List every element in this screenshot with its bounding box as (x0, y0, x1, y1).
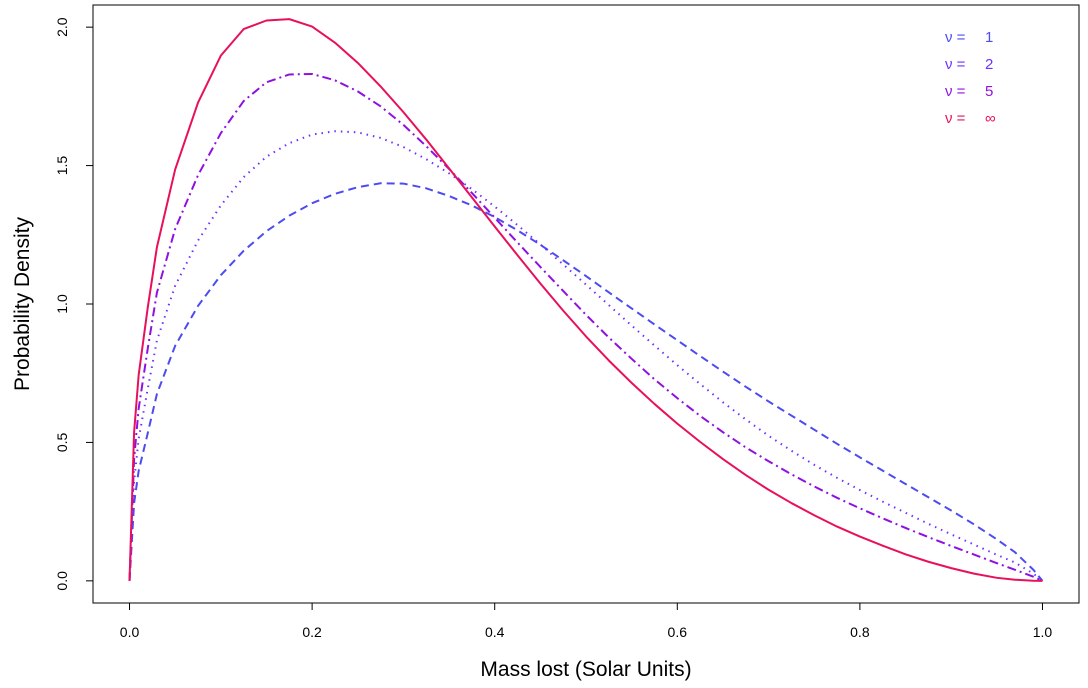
series-layer (128, 18, 1044, 582)
x-tick-label: 0.6 (668, 624, 688, 640)
legend: ν = 1 ν = 2 ν = 5 ν = ∞ (945, 29, 996, 127)
x-axis-title: Mass lost (Solar Units) (480, 658, 691, 681)
legend-label-prefix: ν = (945, 83, 966, 100)
y-tick-label: 2.0 (54, 17, 70, 37)
legend-entry-3: ν = 5 (945, 83, 993, 100)
y-tick-label: 0.0 (54, 571, 70, 591)
y-tick-label: 0.5 (54, 432, 70, 452)
legend-entry-4: ν = ∞ (945, 110, 996, 127)
legend-entry-1: ν = 1 (945, 29, 993, 46)
legend-label-prefix: ν = (945, 56, 966, 73)
x-tick-label: 0.0 (120, 624, 140, 640)
series-line-1 (128, 182, 1044, 582)
legend-label-value: ∞ (985, 110, 996, 127)
x-axis: 0.0 0.2 0.4 0.6 0.8 1.0 (120, 602, 1053, 640)
series-line-3 (128, 72, 1043, 582)
legend-label-value: 1 (985, 29, 993, 46)
y-tick-label: 1.5 (54, 156, 70, 176)
x-tick-label: 1.0 (1033, 624, 1053, 640)
x-tick-label: 0.4 (485, 624, 505, 640)
legend-label-prefix: ν = (945, 29, 966, 46)
series-line-4 (128, 18, 1043, 582)
legend-entry-2: ν = 2 (945, 56, 993, 73)
y-tick-label: 1.0 (54, 294, 70, 314)
legend-label-value: 5 (985, 83, 993, 100)
x-tick-label: 0.2 (302, 624, 322, 640)
y-axis: 0.0 0.5 1.0 1.5 2.0 (54, 17, 94, 591)
legend-label-value: 2 (985, 56, 993, 73)
y-axis-title: Probability Density (11, 217, 34, 391)
legend-label-prefix: ν = (945, 110, 966, 127)
x-tick-label: 0.8 (850, 624, 870, 640)
